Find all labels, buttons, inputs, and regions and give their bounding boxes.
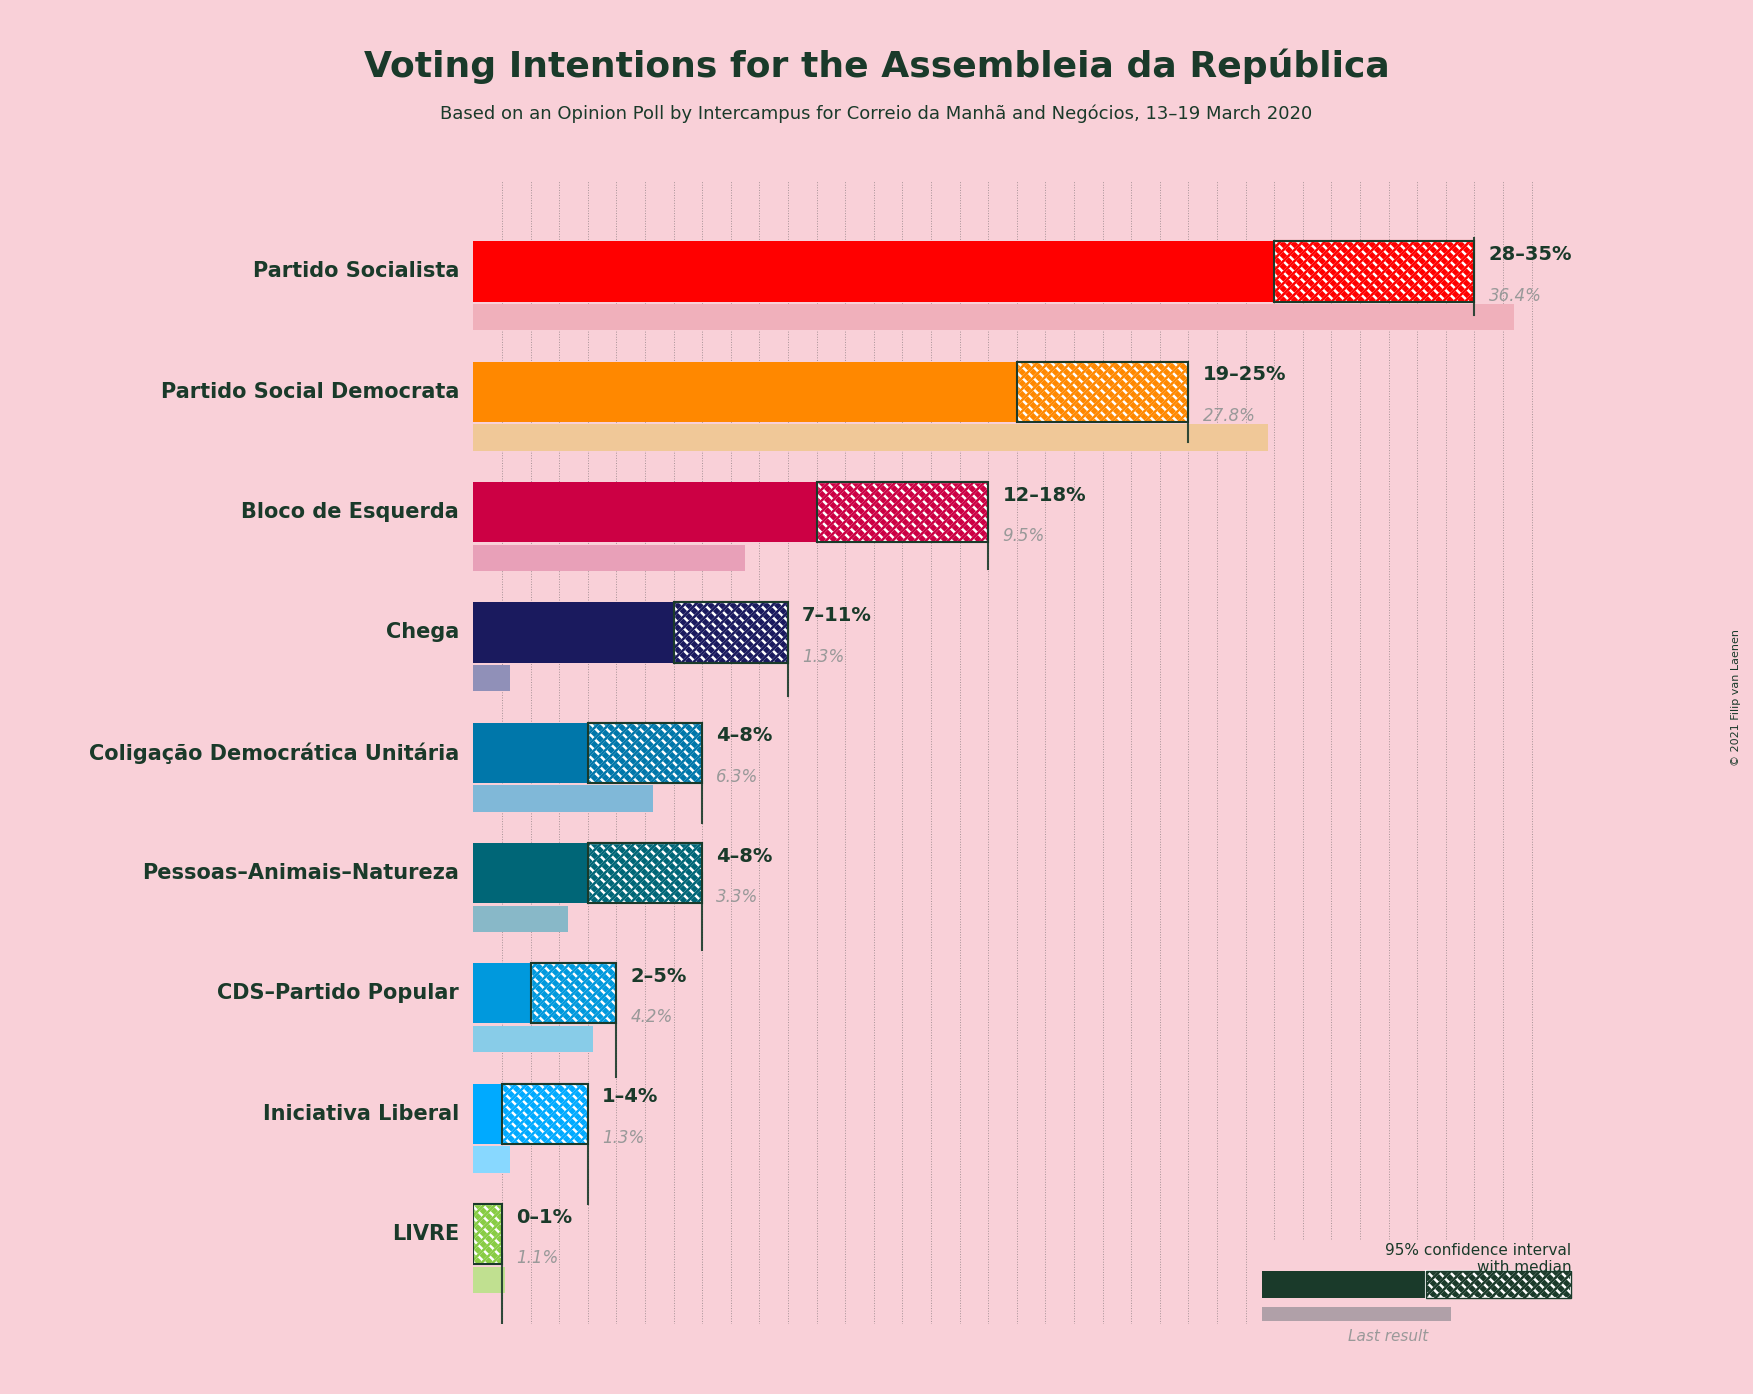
Text: © 2021 Filip van Laenen: © 2021 Filip van Laenen [1730, 629, 1741, 765]
Bar [1262, 1271, 1427, 1298]
Bar [1017, 361, 1189, 422]
Bar [501, 1083, 587, 1144]
Text: 1.3%: 1.3% [803, 647, 845, 665]
Bar [817, 482, 989, 542]
Bar [531, 963, 617, 1023]
Text: 3.3%: 3.3% [717, 888, 759, 906]
Text: 28–35%: 28–35% [1488, 245, 1572, 263]
Bar [501, 1083, 587, 1144]
Bar [587, 843, 703, 903]
Text: 0–1%: 0–1% [515, 1207, 571, 1227]
Bar [473, 722, 703, 783]
Bar [673, 602, 787, 662]
Bar [473, 545, 745, 572]
Text: 4–8%: 4–8% [717, 846, 773, 866]
Text: Partido Social Democrata: Partido Social Democrata [161, 382, 459, 401]
Bar [473, 1267, 505, 1294]
Text: 6.3%: 6.3% [717, 768, 759, 786]
Text: 95% confidence interval
with median: 95% confidence interval with median [1385, 1243, 1571, 1276]
Bar [473, 482, 989, 542]
Bar [673, 602, 787, 662]
Text: 7–11%: 7–11% [803, 606, 871, 625]
Text: Partido Socialista: Partido Socialista [252, 262, 459, 282]
Text: Voting Intentions for the Assembleia da República: Voting Intentions for the Assembleia da … [363, 49, 1390, 84]
Bar [473, 1083, 587, 1144]
Text: Based on an Opinion Poll by Intercampus for Correio da Manhã and Negócios, 13–19: Based on an Opinion Poll by Intercampus … [440, 105, 1313, 123]
Text: Iniciativa Liberal: Iniciativa Liberal [263, 1104, 459, 1124]
Bar [473, 665, 510, 691]
Text: 27.8%: 27.8% [1203, 407, 1255, 425]
Bar [473, 963, 617, 1023]
Text: Last result: Last result [1348, 1330, 1429, 1344]
Bar [473, 843, 703, 903]
Bar [473, 1204, 501, 1264]
Text: 12–18%: 12–18% [1003, 485, 1087, 505]
Bar [473, 304, 1515, 330]
Text: 2–5%: 2–5% [631, 967, 687, 986]
Bar [1262, 1308, 1451, 1320]
Bar [473, 1146, 510, 1172]
Bar [473, 1204, 501, 1264]
Bar [587, 843, 703, 903]
Bar [1017, 361, 1189, 422]
Bar [1274, 241, 1474, 301]
Bar [531, 963, 617, 1023]
Bar [1274, 241, 1474, 301]
Bar [473, 424, 1269, 450]
Bar [817, 482, 989, 542]
Bar [473, 361, 1189, 422]
Bar [473, 241, 1474, 301]
Text: 1.3%: 1.3% [601, 1129, 645, 1147]
Bar [473, 1026, 594, 1052]
Text: Bloco de Esquerda: Bloco de Esquerda [242, 502, 459, 523]
Text: 1.1%: 1.1% [515, 1249, 559, 1267]
Bar [473, 1204, 501, 1264]
Bar [1427, 1271, 1571, 1298]
Bar [587, 722, 703, 783]
Text: 1–4%: 1–4% [601, 1087, 659, 1107]
Text: 4.2%: 4.2% [631, 1008, 673, 1026]
Text: LIVRE: LIVRE [391, 1224, 459, 1243]
Bar [473, 906, 568, 933]
Text: 4–8%: 4–8% [717, 726, 773, 746]
Bar [473, 602, 787, 662]
Text: Pessoas–Animais–Natureza: Pessoas–Animais–Natureza [142, 863, 459, 882]
Bar [1427, 1271, 1571, 1298]
Text: 19–25%: 19–25% [1203, 365, 1287, 385]
Text: 36.4%: 36.4% [1488, 287, 1541, 304]
Text: CDS–Partido Popular: CDS–Partido Popular [217, 983, 459, 1004]
Bar [587, 722, 703, 783]
Bar [473, 785, 654, 811]
Text: Chega: Chega [386, 623, 459, 643]
Text: 9.5%: 9.5% [1003, 527, 1045, 545]
Text: Coligação Democrática Unitária: Coligação Democrática Unitária [89, 742, 459, 764]
